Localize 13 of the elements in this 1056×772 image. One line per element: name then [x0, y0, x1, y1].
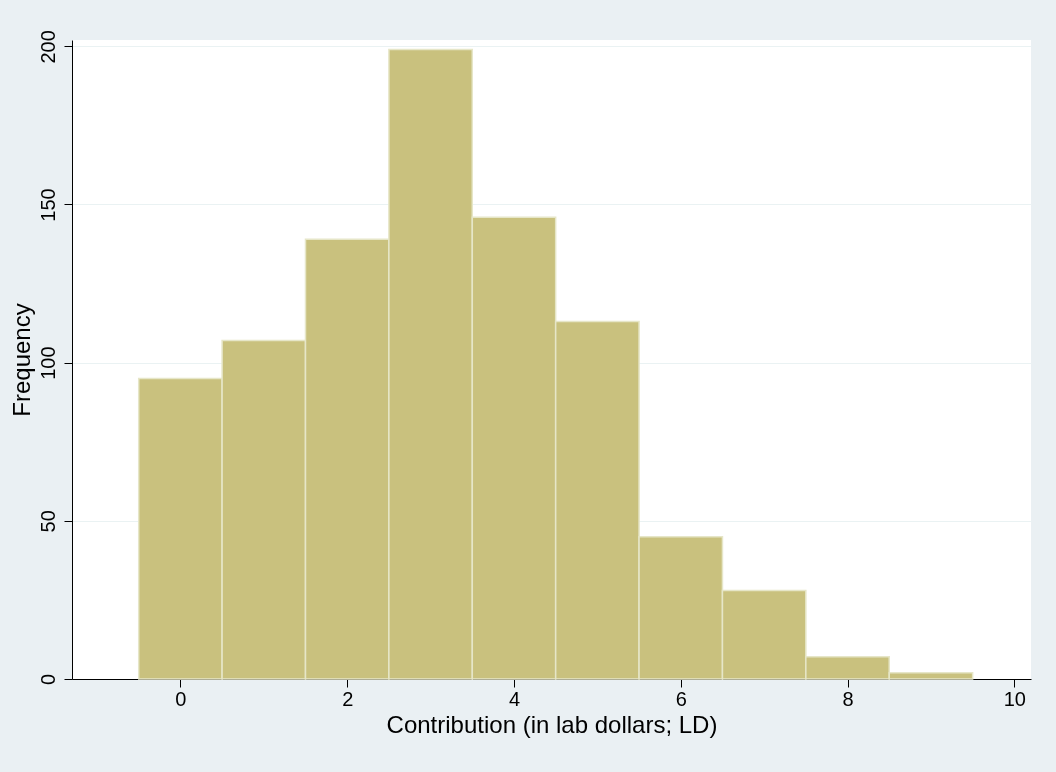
- y-tick-label: 50: [36, 510, 59, 533]
- x-tick-label: 0: [175, 687, 187, 710]
- x-tick-label: 2: [342, 687, 354, 710]
- x-tick-label: 6: [675, 687, 687, 710]
- y-axis-title: Frequency: [7, 303, 35, 417]
- x-tick-label: 10: [1003, 687, 1026, 710]
- y-tick-label: 100: [36, 346, 59, 380]
- y-tick-label: 150: [36, 188, 59, 222]
- x-tick-label: 4: [508, 687, 521, 710]
- y-tick-label: 0: [36, 673, 59, 686]
- x-axis-title: Contribution (in lab dollars; LD): [386, 710, 718, 738]
- x-tick-label: 8: [842, 687, 854, 710]
- y-tick-label: 200: [36, 30, 59, 64]
